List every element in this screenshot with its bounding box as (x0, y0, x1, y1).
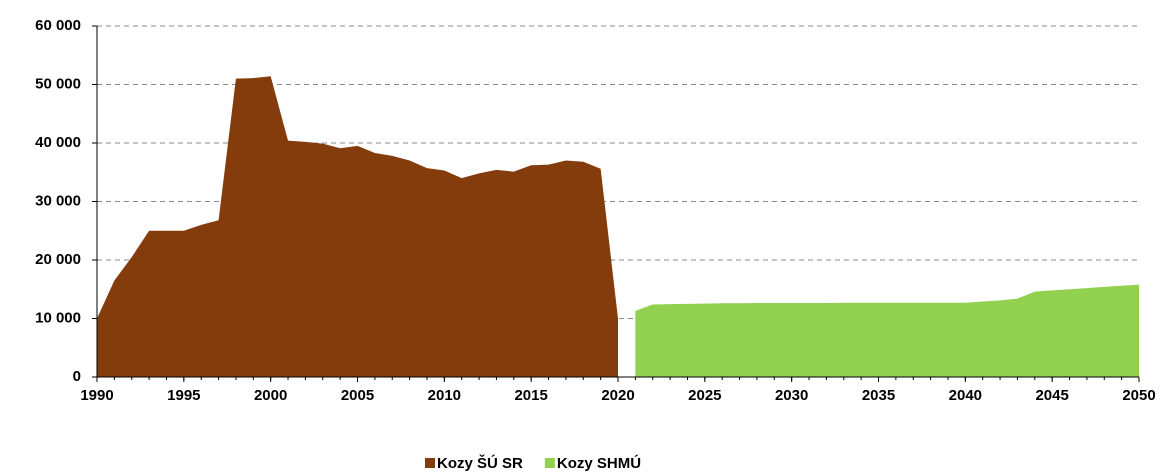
y-tick-label: 60 000 (35, 17, 81, 34)
legend-label: Kozy SHMÚ (557, 454, 641, 472)
x-tick-label: 1995 (167, 387, 200, 404)
legend-swatch (425, 458, 435, 468)
y-tick-label: 0 (73, 368, 81, 385)
x-tick-label: 2050 (1122, 387, 1155, 404)
area (635, 284, 1139, 377)
x-tick-label: 2000 (254, 387, 287, 404)
x-tick-label: 2020 (601, 387, 634, 404)
area (97, 76, 618, 377)
y-tick-label: 40 000 (35, 134, 81, 151)
x-tick-label: 2035 (862, 387, 895, 404)
y-tick-label: 50 000 (35, 75, 81, 92)
x-tick-label: 2025 (688, 387, 721, 404)
y-tick-label: 10 000 (35, 309, 81, 326)
x-tick-label: 2005 (341, 387, 374, 404)
x-tick-label: 2015 (514, 387, 547, 404)
x-tick-label: 2045 (1035, 387, 1068, 404)
x-tick-label: 1990 (80, 387, 113, 404)
legend-label: Kozy ŠÚ SR (437, 454, 523, 472)
x-tick-label: 2010 (428, 387, 461, 404)
x-tick-label: 2030 (775, 387, 808, 404)
y-tick-label: 20 000 (35, 251, 81, 268)
x-tick-label: 2040 (949, 387, 982, 404)
y-tick-label: 30 000 (35, 192, 81, 209)
legend-swatch (544, 458, 555, 468)
